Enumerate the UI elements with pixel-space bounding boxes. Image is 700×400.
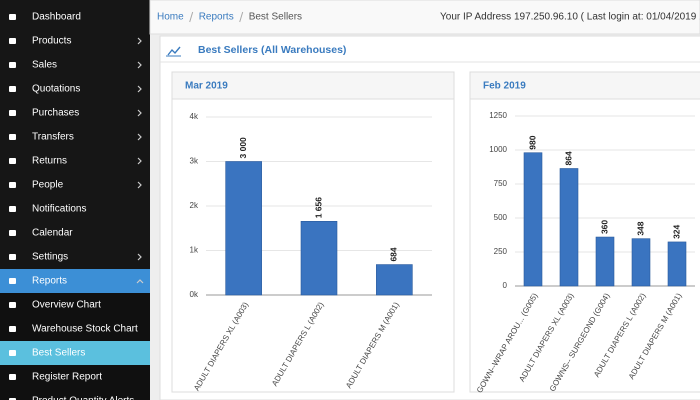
menu-icon xyxy=(9,278,16,284)
bar xyxy=(376,264,413,296)
menu-icon xyxy=(9,254,16,260)
y-tick-label: 4k xyxy=(190,112,199,121)
submenu-bg xyxy=(0,365,150,389)
submenu-bg xyxy=(0,293,150,317)
menu-icon xyxy=(9,182,16,188)
breadcrumb-separator xyxy=(239,11,244,23)
chevron xyxy=(137,181,142,189)
chevron xyxy=(137,157,142,165)
breadcrumb-item: Best Sellers xyxy=(249,12,302,23)
chevron xyxy=(137,109,142,117)
y-tick-label: 0 xyxy=(503,281,508,290)
y-tick-label: 500 xyxy=(494,213,508,222)
menu-icon xyxy=(9,62,16,68)
submenu-bg xyxy=(0,317,150,341)
chart-title: Feb 2019 xyxy=(483,81,526,92)
y-tick-label: 1k xyxy=(190,246,199,255)
menu-icon xyxy=(9,134,16,140)
chevron xyxy=(137,37,142,45)
bar xyxy=(523,152,543,287)
submenu-item[interactable]: Register Report xyxy=(32,372,102,383)
y-tick-label: 1000 xyxy=(489,145,507,154)
bar xyxy=(595,236,615,287)
y-tick-label: 2k xyxy=(190,201,199,210)
menu-item[interactable]: Notifications xyxy=(32,204,86,215)
chart-header xyxy=(469,71,700,100)
breadcrumb-item[interactable]: Home xyxy=(157,12,184,23)
panel-title: Best Sellers (All Warehouses) xyxy=(198,44,346,56)
menu-item[interactable]: Sales xyxy=(32,60,57,71)
menu-item[interactable]: Reports xyxy=(32,276,67,287)
menu-item[interactable]: People xyxy=(32,180,64,191)
value-label: 864 xyxy=(563,151,573,165)
panel-icon xyxy=(167,46,181,56)
y-tick-label: 750 xyxy=(494,179,508,188)
menu-icon xyxy=(9,326,16,332)
chart-title: Mar 2019 xyxy=(185,81,228,92)
chart-header xyxy=(171,71,455,100)
menu-item[interactable]: Settings xyxy=(32,252,68,263)
bar xyxy=(559,168,579,287)
menu-icon xyxy=(9,158,16,164)
menu-item[interactable]: Products xyxy=(32,36,71,47)
submenu-item[interactable]: Warehouse Stock Chart xyxy=(32,324,138,335)
menu-item[interactable]: Purchases xyxy=(32,108,79,119)
menu-item[interactable]: Dashboard xyxy=(32,12,81,23)
sidebar-menu: Dashboard Products Sales Quotations Purchase… xyxy=(0,12,150,400)
breadcrumb-separator xyxy=(189,11,194,23)
chevron xyxy=(137,133,142,141)
bar xyxy=(631,238,651,287)
chevron xyxy=(137,85,142,93)
submenu-item[interactable]: Product Quantity Alerts xyxy=(32,396,134,400)
submenu-bg xyxy=(0,389,150,400)
value-label: 348 xyxy=(635,221,645,235)
y-tick-label: 1250 xyxy=(489,111,507,120)
submenu-item[interactable]: Overview Chart xyxy=(32,300,101,311)
chevron xyxy=(137,61,142,69)
value-label: 1 656 xyxy=(313,197,323,219)
menu-item[interactable]: Calendar xyxy=(32,228,73,239)
chevron xyxy=(137,253,142,261)
value-label: 684 xyxy=(389,247,399,261)
bar xyxy=(300,221,338,296)
menu-item[interactable]: Returns xyxy=(32,156,67,167)
menu-item[interactable]: Quotations xyxy=(32,84,80,95)
chevron xyxy=(136,279,144,284)
menu-icon xyxy=(9,14,16,20)
y-tick-label: 250 xyxy=(494,247,508,256)
menu-icon xyxy=(9,230,16,236)
menu-icon xyxy=(9,110,16,116)
value-label: 360 xyxy=(599,220,609,234)
menu-icon xyxy=(9,86,16,92)
menu-icon xyxy=(9,206,16,212)
menu-icon xyxy=(9,302,16,308)
chart-box xyxy=(469,71,700,393)
menu-icon xyxy=(9,38,16,44)
active-row xyxy=(0,269,150,293)
submenu-item[interactable]: Best Sellers xyxy=(32,348,85,359)
menu-icon xyxy=(9,350,16,356)
login-info: Your IP Address 197.250.96.10 ( Last log… xyxy=(440,12,700,23)
y-tick-label: 0k xyxy=(190,290,199,299)
value-label: 324 xyxy=(671,224,681,238)
menu-icon xyxy=(9,374,16,380)
value-label: 3 000 xyxy=(238,137,248,159)
value-label: 980 xyxy=(527,135,537,149)
y-tick-label: 3k xyxy=(190,157,199,166)
menu-item[interactable]: Transfers xyxy=(32,132,74,143)
bar xyxy=(225,161,262,296)
bar xyxy=(667,241,687,287)
active-row xyxy=(0,341,150,365)
breadcrumb-item[interactable]: Reports xyxy=(199,12,234,23)
breadcrumb: Home Reports Best Sellers xyxy=(157,12,302,23)
